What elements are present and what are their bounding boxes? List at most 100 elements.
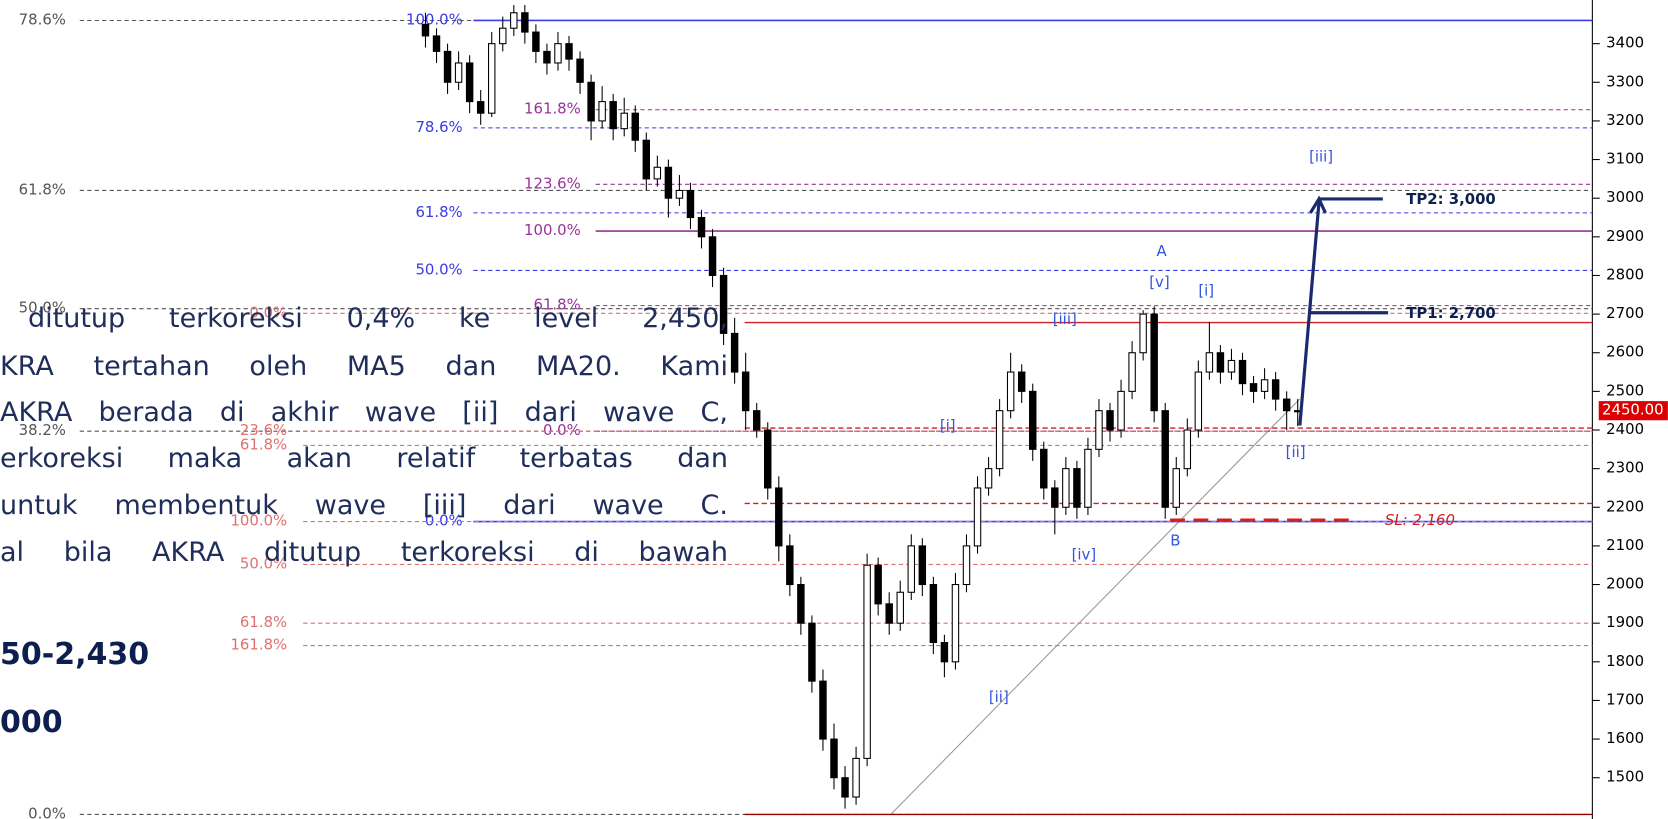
candle-body [1062,468,1070,508]
overlay-bold: 50-2,430 [0,637,150,672]
plot: 78.6% 61.8% 50.0% 38.2% 0.0% 100.0% 78.6% 61.8%… [19,0,1668,819]
y-tick-label: 3300 [1606,72,1644,90]
fib-label: 61.8% [415,203,462,221]
candle-body [885,603,893,624]
candle-body [653,166,662,180]
fib-label: 61.8% [240,435,287,453]
candle-body [797,584,805,624]
candle-body [995,410,1004,470]
fib-label: 123.6% [524,174,581,192]
candle-body [686,189,695,219]
candle-body [808,622,816,682]
candle-body [1040,448,1048,489]
fib-label: 50.0% [240,554,287,572]
candle-body [852,757,860,798]
fib-label: 100.0% [524,221,581,239]
y-tick-label: 2800 [1606,265,1644,283]
y-tick-label: 3200 [1606,111,1644,129]
candle-body [984,468,993,489]
candle-body [1227,359,1236,373]
overlay-bold: 000 [0,705,63,740]
candle-body [874,564,882,605]
candle-body [421,23,430,37]
candle-body [819,680,827,740]
fib-label: 78.6% [19,10,66,28]
wave-label: [ii] [1286,443,1306,461]
candle-body [1084,448,1092,508]
fib-label: 161.8% [524,100,581,118]
fib-label: 78.6% [415,118,462,136]
wave-label: A [1156,242,1167,260]
candle-body [1150,313,1158,412]
tp1-label: TP1: 2,700 [1406,304,1496,322]
y-tick-label: 1700 [1606,690,1644,708]
candle-body [697,216,706,238]
candle-body [642,139,651,180]
candle-body [1282,398,1291,412]
fib-label: 61.8% [19,180,66,198]
fib-label: 61.8% [240,613,287,631]
candle-body [841,777,849,798]
price-tag-label: 2450.00 [1602,401,1664,419]
candle-body [1106,410,1114,431]
overlay-line: erkoreksi maka akan relatif terbatas dan [0,443,728,475]
candle-body [1205,352,1214,373]
candle-body [708,236,717,276]
candle-body [631,112,639,141]
candle-body [1095,410,1103,450]
candle-body [951,584,960,663]
candle-body [830,738,838,779]
candle-body [488,43,496,114]
fib-label: 61.8% [534,296,581,314]
overlay-line: al bila AKRA ditutup terkoreksi di bawah [0,537,728,569]
candle-body [786,545,794,586]
wave-label: [iii] [1053,310,1077,328]
y-tick-label: 1800 [1606,652,1644,670]
candle-body [863,564,871,759]
price-tag [1598,401,1668,421]
y-tick-label: 2600 [1606,343,1644,361]
fib-label: 100.0% [406,10,463,28]
wave-label: B [1170,531,1180,549]
y-tick-label: 2100 [1606,536,1644,554]
candle-body [565,43,573,60]
y-tick-label: 3000 [1606,188,1644,206]
overlay-line: ditutup terkoreksi 0,4% ke level 2,450, [28,303,728,335]
fib-label: 0.0% [249,303,287,321]
y-tick-label: 1900 [1606,613,1644,631]
candle-body [454,62,463,83]
overlay-line: KRA tertahan oleh MA5 dan MA20. Kami [0,350,728,382]
candle-body [499,27,507,45]
candle-body [1051,487,1059,508]
candle-body [1172,468,1180,508]
candle-body [587,81,595,122]
candle-body [775,487,783,547]
candle-body [907,545,916,593]
candle-body [465,62,474,103]
trend-line [891,398,1301,815]
fib-label: 50.0% [415,260,462,278]
candle-body [764,429,772,489]
candle-body [543,50,551,64]
fib-label: 0.0% [28,804,66,819]
candle-body [940,641,949,663]
candle-body [443,50,452,83]
candle-body [598,101,606,122]
candle-body [1073,468,1081,508]
y-tick-label: 2700 [1606,304,1644,322]
wave-label: [iii] [1309,147,1333,165]
candle-body [730,332,739,373]
y-tick-label: 2200 [1606,497,1644,515]
overlay-line: AKRA berada di akhir wave [ii] dari wave… [0,396,728,428]
fib-label: 100.0% [230,512,287,530]
wave-label: [i] [940,417,956,435]
candle-body [510,12,518,29]
candle-body [929,584,938,644]
candle-body [432,35,441,52]
y-tick-label: 3400 [1606,34,1644,52]
y-tick-label: 2500 [1606,381,1644,399]
candle-body [576,58,584,83]
candle-body [1139,313,1147,354]
